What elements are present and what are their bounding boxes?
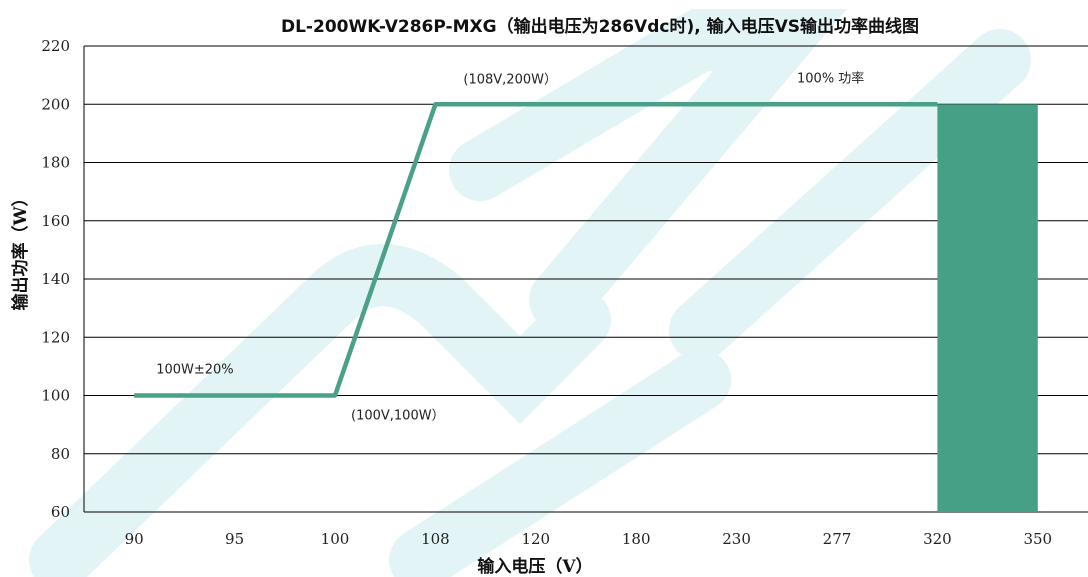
y-tick-label: 200 [41, 95, 70, 113]
y-tick-labels: 60 80 100 120 140 160 180 200 220 [41, 37, 70, 521]
series-line [134, 102, 938, 398]
y-tick-label: 80 [51, 445, 70, 463]
annotations: 100W±20% (100V,100W） (108V,200W） 100% 功率 [156, 70, 864, 423]
y-tick-label: 100 [41, 387, 70, 405]
y-axis-title: 输出功率（W） [10, 189, 31, 310]
y-tick-label: 220 [41, 37, 70, 55]
x-tick-label: 180 [622, 530, 651, 548]
y-tick-label: 140 [41, 270, 70, 288]
x-tick-label: 95 [225, 530, 244, 548]
y-tick-label: 160 [41, 212, 70, 230]
annotation-label: 100% 功率 [797, 70, 864, 86]
watermark-stroke [29, 244, 611, 577]
watermark-logo [29, 8, 1031, 577]
x-tick-label: 350 [1023, 530, 1052, 548]
y-tick-label: 180 [41, 154, 70, 172]
chart-title: DL-200WK-V286P-MXG（输出电压为286Vdc时), 输入电压VS… [281, 16, 919, 37]
x-tick-label: 277 [823, 530, 852, 548]
annotation-label: (108V,200W） [463, 72, 557, 87]
annotation-label: (100V,100W） [351, 409, 445, 424]
x-tick-label: 90 [125, 530, 144, 548]
x-tick-label: 120 [521, 530, 550, 548]
bars [937, 104, 1038, 512]
x-tick-label: 230 [722, 530, 751, 548]
series-lines [134, 102, 938, 398]
y-tick-label: 120 [41, 328, 70, 346]
y-tick-label: 60 [51, 503, 70, 521]
x-tick-label: 108 [421, 530, 450, 548]
x-tick-labels: 90 95 100 108 120 180 230 277 320 350 [125, 530, 1052, 548]
watermark-stroke [389, 349, 731, 577]
x-tick-label: 100 [321, 530, 350, 548]
full-power-bar [937, 104, 1038, 512]
x-axis-title: 输入电压（V） [477, 556, 592, 577]
annotation-label: 100W±20% [156, 363, 233, 378]
x-tick-label: 320 [923, 530, 952, 548]
